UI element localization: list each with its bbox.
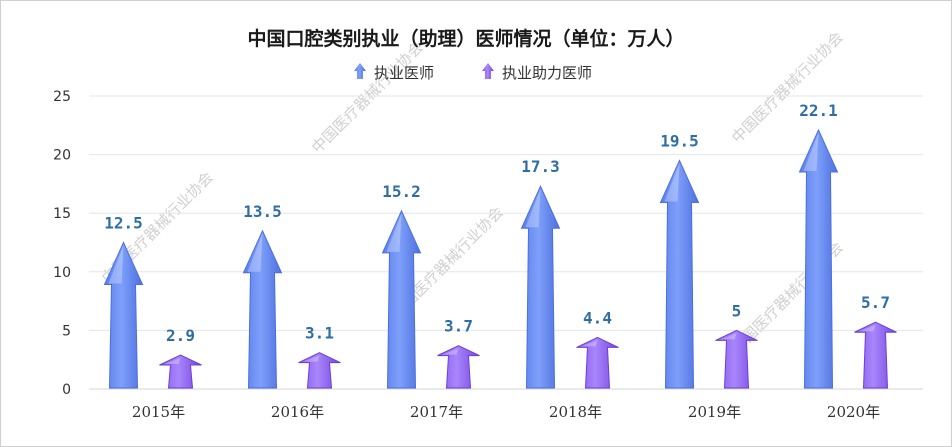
x-tick-label: 2015年 (132, 403, 185, 421)
data-label-series1: 19.5 (660, 131, 699, 150)
data-label-series2: 2.9 (166, 326, 195, 345)
bar-series1 (520, 185, 561, 389)
bar-series2-highlight (580, 340, 598, 347)
x-axis: 2015年 2016年 2017年 2018年 2019年 2020年 (132, 403, 880, 421)
x-tick-label: 2019年 (688, 403, 741, 421)
bar-series1 (798, 128, 839, 389)
bar-series2 (715, 329, 758, 389)
bar-series1 (659, 159, 700, 389)
legend-label-series1: 执业医师 (374, 64, 434, 82)
legend-marker-series1 (354, 63, 366, 79)
bar-series1-highlight (247, 233, 263, 272)
data-label-series2: 3.1 (305, 324, 334, 343)
bar-series1-shape (242, 229, 283, 389)
data-label-series2: 5.7 (861, 293, 890, 312)
bar-series1-highlight (108, 245, 124, 284)
bar-series2-highlight (441, 348, 459, 355)
x-tick-label: 2017年 (410, 403, 463, 421)
bar-series1-highlight (803, 132, 819, 171)
bar-series2-shape (715, 329, 758, 389)
bar-series1 (103, 241, 144, 389)
chart-title: 中国口腔类别执业（助理）医师情况（单位：万人） (247, 27, 684, 50)
bar-series2 (437, 345, 480, 389)
bar-series2-highlight (858, 325, 876, 332)
legend-item-series2: 执业助力医师 (482, 63, 592, 82)
y-tick-label: 15 (53, 206, 71, 222)
watermark-text: 中国医疗器械行业协会 (308, 38, 427, 157)
data-label-series1: 17.3 (521, 157, 560, 176)
legend-item-series1: 执业医师 (354, 63, 434, 82)
y-tick-label: 5 (62, 323, 71, 339)
y-tick-label: 10 (53, 265, 71, 281)
data-label-series2: 5 (732, 301, 742, 320)
legend: 执业医师 执业助力医师 (354, 63, 592, 82)
watermark-text: 中国医疗器械行业协会 (728, 28, 847, 147)
data-labels: 12.5 2.9 13.5 3.1 15.2 3.7 17.3 4.4 19.5 5 22.1 5.7 (104, 101, 890, 345)
bar-series2-shape (437, 345, 480, 389)
bar-series1-highlight (525, 189, 541, 228)
bar-series2-highlight (163, 358, 181, 365)
data-label-series2: 4.4 (583, 308, 612, 327)
data-label-series1: 13.5 (243, 202, 282, 221)
bar-series2 (854, 321, 897, 389)
bar-series1 (381, 209, 422, 389)
bar-series1-shape (659, 159, 700, 389)
y-tick-label: 0 (62, 382, 71, 398)
x-tick-label: 2016年 (271, 403, 324, 421)
data-label-series1: 12.5 (104, 214, 143, 233)
data-label-series1: 15.2 (382, 182, 421, 201)
bar-series1-shape (381, 209, 422, 389)
bar-series1-highlight (386, 213, 402, 252)
legend-label-series2: 执业助力医师 (502, 64, 592, 82)
bar-series2-shape (854, 321, 897, 389)
bar-series1-shape (103, 241, 144, 389)
bar-series2-shape (576, 336, 619, 389)
y-axis: 0 5 10 15 20 25 (53, 89, 71, 398)
bar-series1 (242, 229, 283, 389)
bars (103, 128, 897, 389)
bar-series1-shape (520, 185, 561, 389)
x-tick-label: 2020年 (827, 403, 880, 421)
x-tick-label: 2018年 (549, 403, 602, 421)
data-label-series1: 22.1 (799, 101, 838, 120)
bar-series2 (576, 336, 619, 389)
legend-marker-series2 (482, 63, 494, 79)
y-gridlines (89, 95, 923, 390)
y-tick-label: 25 (53, 89, 71, 105)
data-label-series2: 3.7 (444, 317, 473, 336)
bar-series2-highlight (302, 355, 320, 362)
bar-series1-highlight (664, 163, 680, 202)
bar-series2-shape (159, 354, 202, 389)
bar-series2 (159, 354, 202, 389)
bar-series2-highlight (719, 333, 737, 340)
bar-series2-shape (298, 352, 341, 389)
bar-series2 (298, 352, 341, 389)
bar-series1-shape (798, 128, 839, 389)
y-tick-label: 20 (53, 148, 71, 164)
